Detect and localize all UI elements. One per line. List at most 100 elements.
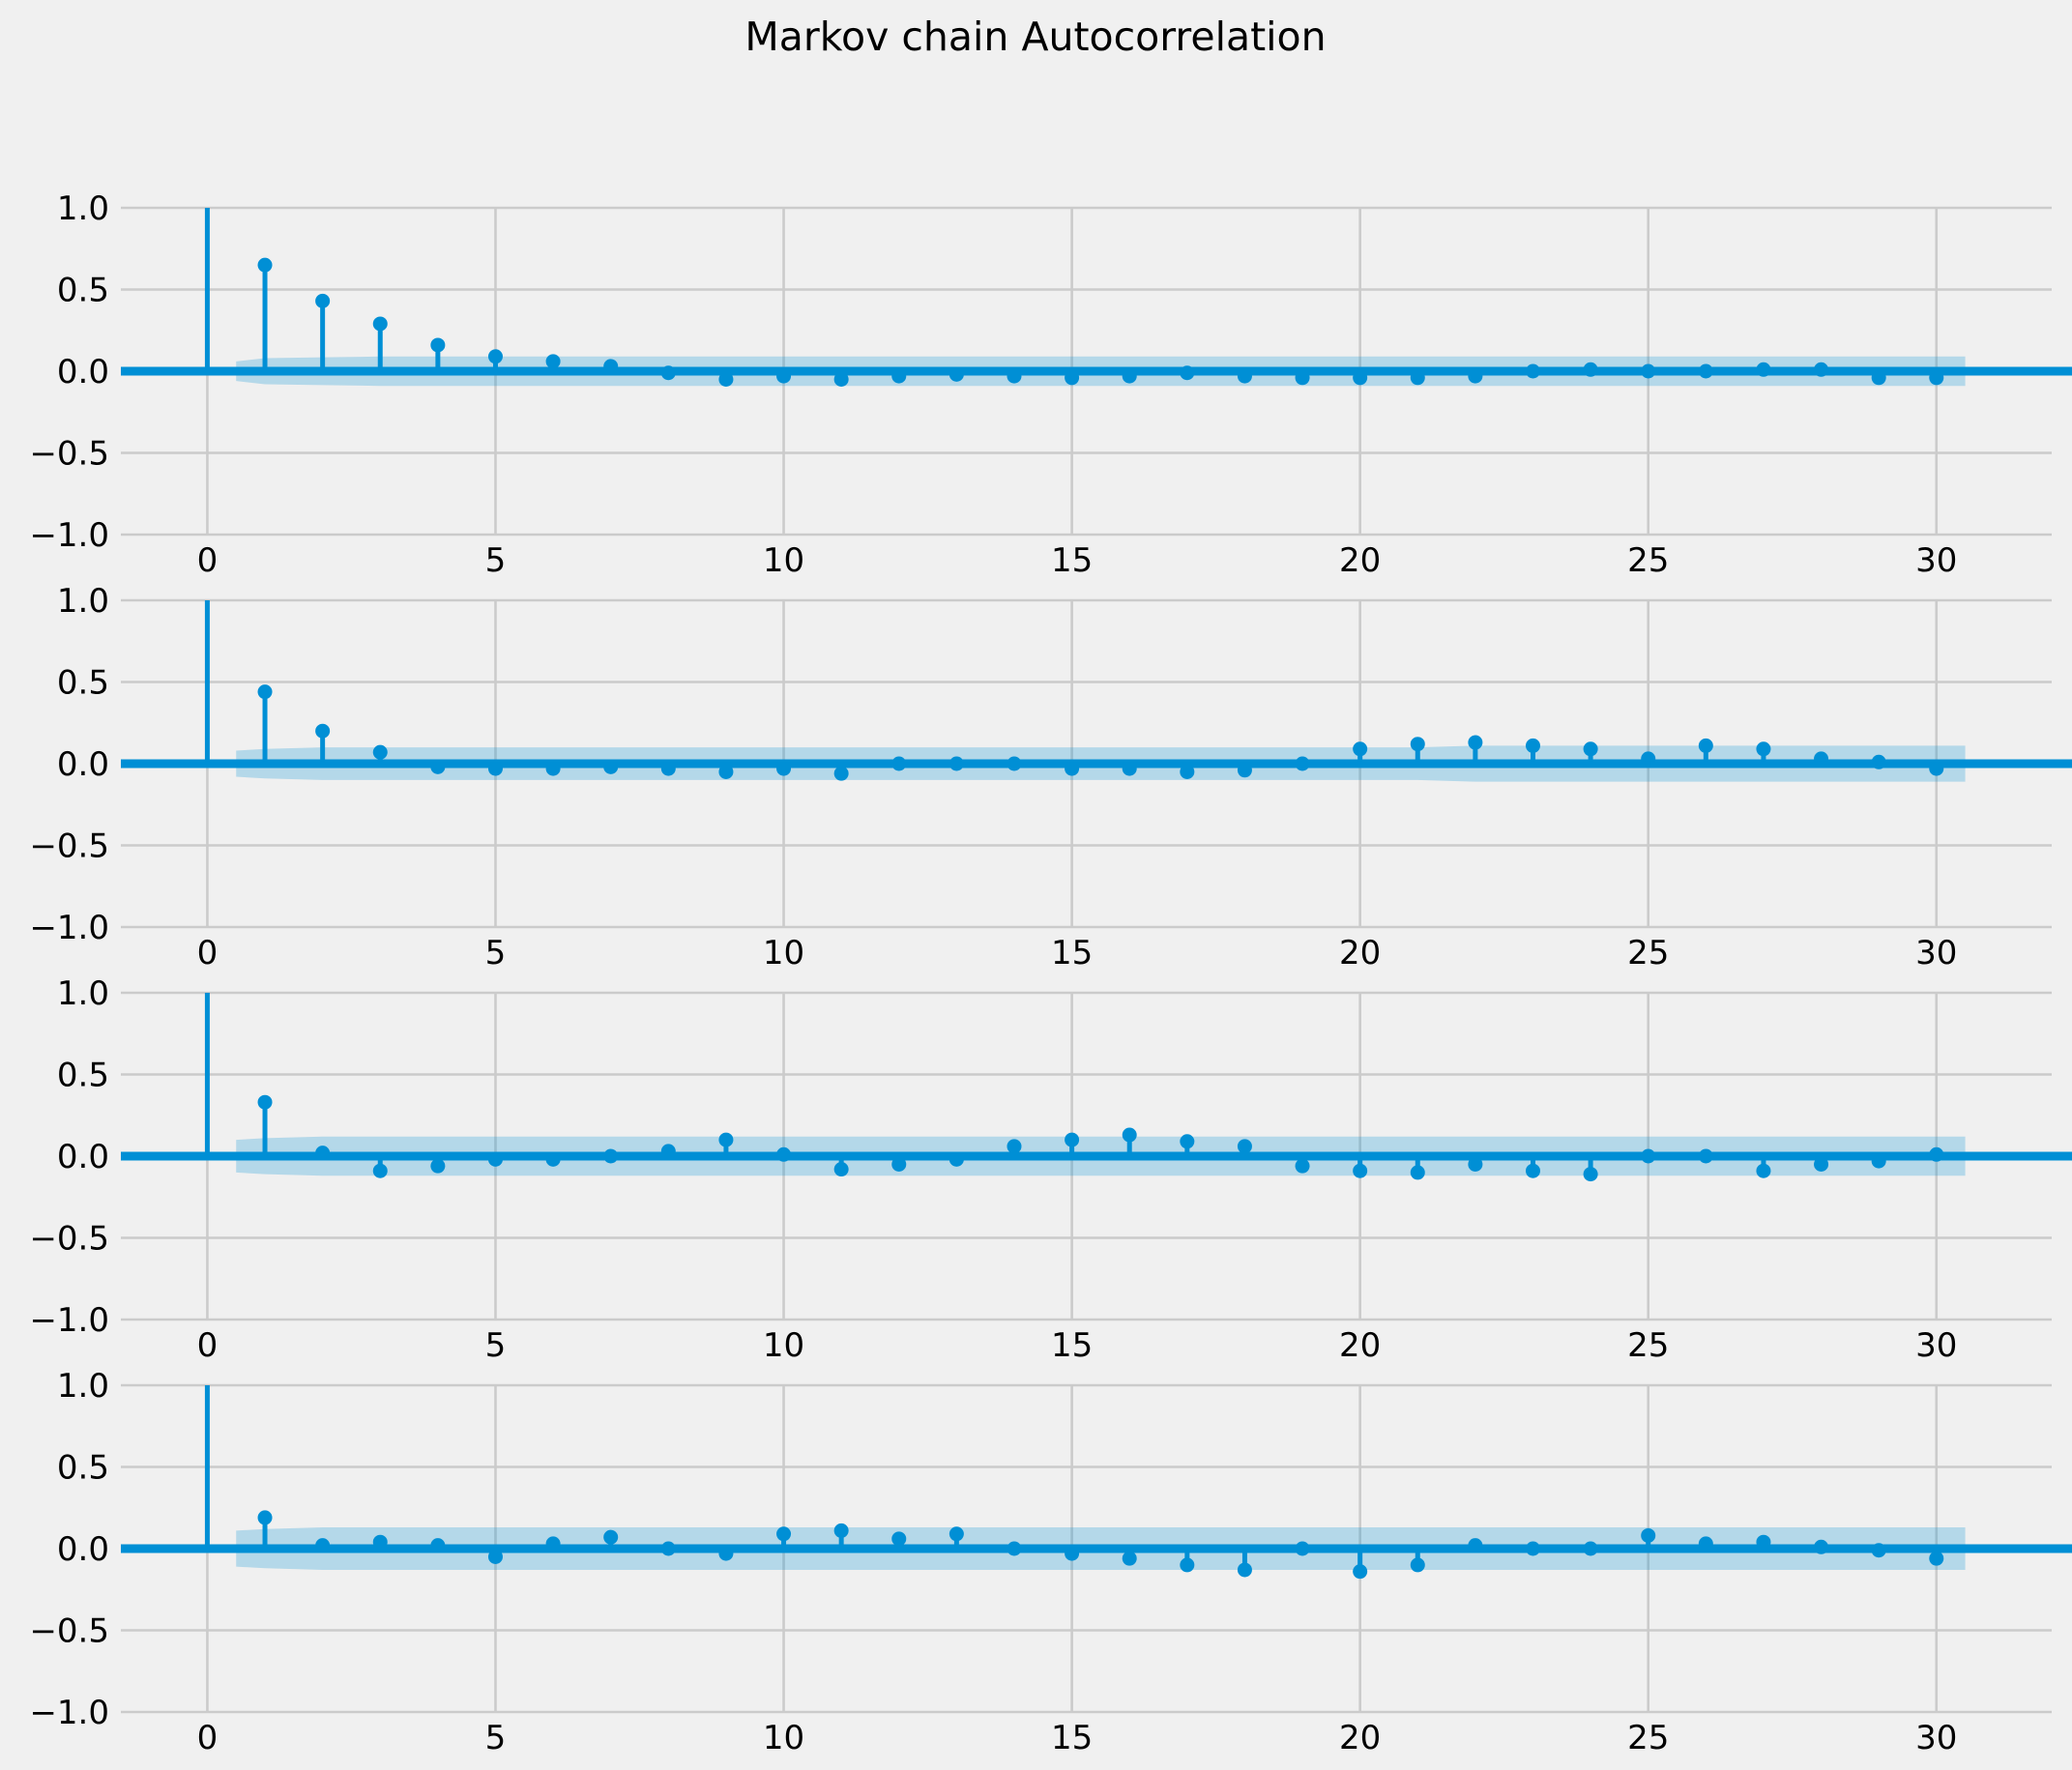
- x-tick-label: 25: [1627, 1719, 1669, 1757]
- acf-marker: [833, 1162, 849, 1177]
- y-tick-label: 0.0: [57, 1138, 109, 1176]
- acf-marker: [1353, 741, 1368, 757]
- x-tick-label: 0: [197, 541, 219, 580]
- y-tick-label: −1.0: [29, 516, 109, 555]
- acf-marker: [1122, 1127, 1137, 1143]
- acf-marker: [1007, 1139, 1022, 1154]
- x-tick-label: 10: [763, 1719, 804, 1757]
- x-tick-label: 0: [197, 934, 219, 972]
- acf-subplot-3: 1.0 0.5 0.0 −0.5 −1.0 0 5 10 15 20 25 30: [29, 974, 2072, 1365]
- y-tick-label: −0.5: [29, 435, 109, 474]
- acf-marker: [257, 1510, 273, 1525]
- acf-marker: [833, 1523, 849, 1538]
- acf-marker: [1583, 1167, 1598, 1182]
- y-tick-label: 0.0: [57, 353, 109, 392]
- acf-marker: [430, 337, 446, 353]
- x-tick-label: 25: [1627, 1326, 1669, 1365]
- acf-marker: [1065, 1132, 1080, 1147]
- acf-marker: [1410, 1165, 1425, 1180]
- acf-marker: [487, 349, 503, 364]
- x-tick-label: 25: [1627, 541, 1669, 580]
- acf-marker: [1295, 1158, 1310, 1174]
- y-tick-label: 0.5: [57, 1057, 109, 1095]
- acf-marker: [545, 354, 561, 369]
- acf-marker: [1525, 738, 1540, 753]
- acf-marker: [372, 744, 388, 760]
- acf-marker: [1237, 1562, 1252, 1578]
- acf-marker: [257, 257, 273, 273]
- acf-marker: [1525, 1163, 1540, 1178]
- acf-marker: [487, 1549, 503, 1564]
- x-tick-label: 30: [1915, 1326, 1957, 1365]
- acf-marker: [1180, 764, 1195, 779]
- acf-marker: [1180, 1557, 1195, 1573]
- acf-marker: [833, 766, 849, 781]
- x-tick-label: 15: [1051, 541, 1093, 580]
- acf-marker: [1468, 735, 1483, 750]
- acf-marker: [603, 1529, 619, 1545]
- x-tick-label: 15: [1051, 1326, 1093, 1365]
- acf-marker: [891, 1156, 907, 1172]
- y-tick-label: −0.5: [29, 827, 109, 866]
- acf-marker: [315, 723, 331, 739]
- acf-subplot-2: 1.0 0.5 0.0 −0.5 −1.0 0 5 10 15 20 25 30: [29, 582, 2072, 972]
- acf-marker: [315, 293, 331, 308]
- acf-marker: [1814, 1156, 1829, 1172]
- acf-marker: [1929, 1551, 1944, 1566]
- subplot-panels: 1.0 0.5 0.0 −0.5 −1.0 0 5 10 15 20 25 30 1.0 0.5 0.0 −0…: [29, 189, 2072, 1757]
- acf-subplot-1: 1.0 0.5 0.0 −0.5 −1.0 0 5 10 15 20 25 30: [29, 189, 2072, 580]
- x-tick-label: 10: [763, 1326, 804, 1365]
- y-tick-label: −1.0: [29, 1301, 109, 1340]
- acf-marker: [718, 764, 734, 779]
- y-tick-label: 0.5: [57, 664, 109, 703]
- acf-marker: [430, 1158, 446, 1174]
- figure-title: Markov chain Autocorrelation: [744, 14, 1326, 60]
- acf-marker: [776, 1526, 792, 1542]
- x-tick-label: 25: [1627, 934, 1669, 972]
- x-tick-label: 15: [1051, 1719, 1093, 1757]
- acf-marker: [1756, 741, 1771, 757]
- y-tick-label: 0.5: [57, 1449, 109, 1488]
- x-tick-label: 5: [485, 1326, 507, 1365]
- acf-marker: [1756, 1163, 1771, 1178]
- acf-marker: [1410, 1557, 1425, 1573]
- acf-marker: [948, 1526, 964, 1542]
- y-tick-label: 1.0: [57, 582, 109, 621]
- acf-marker: [891, 1531, 907, 1547]
- x-tick-label: 30: [1915, 934, 1957, 972]
- y-tick-label: −0.5: [29, 1612, 109, 1651]
- acf-marker: [372, 316, 388, 332]
- x-tick-label: 10: [763, 934, 804, 972]
- y-tick-label: −1.0: [29, 909, 109, 947]
- acf-marker: [1641, 1527, 1656, 1543]
- x-tick-label: 0: [197, 1326, 219, 1365]
- x-tick-label: 5: [485, 934, 507, 972]
- acf-marker: [1122, 1551, 1137, 1566]
- acf-marker: [257, 1094, 273, 1110]
- y-tick-label: 0.0: [57, 745, 109, 784]
- acf-marker: [1468, 1156, 1483, 1172]
- y-tick-label: 0.0: [57, 1530, 109, 1569]
- y-tick-label: −0.5: [29, 1220, 109, 1259]
- acf-marker: [1410, 737, 1425, 752]
- x-tick-label: 5: [485, 1719, 507, 1757]
- acf-marker: [1583, 741, 1598, 757]
- acf-marker: [833, 371, 849, 387]
- x-tick-label: 30: [1915, 1719, 1957, 1757]
- x-tick-label: 10: [763, 541, 804, 580]
- acf-marker: [1698, 738, 1713, 753]
- y-tick-label: 1.0: [57, 974, 109, 1013]
- x-tick-label: 5: [485, 541, 507, 580]
- x-tick-label: 20: [1339, 1719, 1381, 1757]
- acf-marker: [257, 684, 273, 700]
- y-tick-label: 0.5: [57, 272, 109, 310]
- acf-marker: [1180, 1134, 1195, 1149]
- x-tick-label: 20: [1339, 1326, 1381, 1365]
- acf-marker: [1353, 1163, 1368, 1178]
- x-tick-label: 30: [1915, 541, 1957, 580]
- x-tick-label: 0: [197, 1719, 219, 1757]
- x-tick-label: 20: [1339, 934, 1381, 972]
- acf-marker: [718, 1132, 734, 1147]
